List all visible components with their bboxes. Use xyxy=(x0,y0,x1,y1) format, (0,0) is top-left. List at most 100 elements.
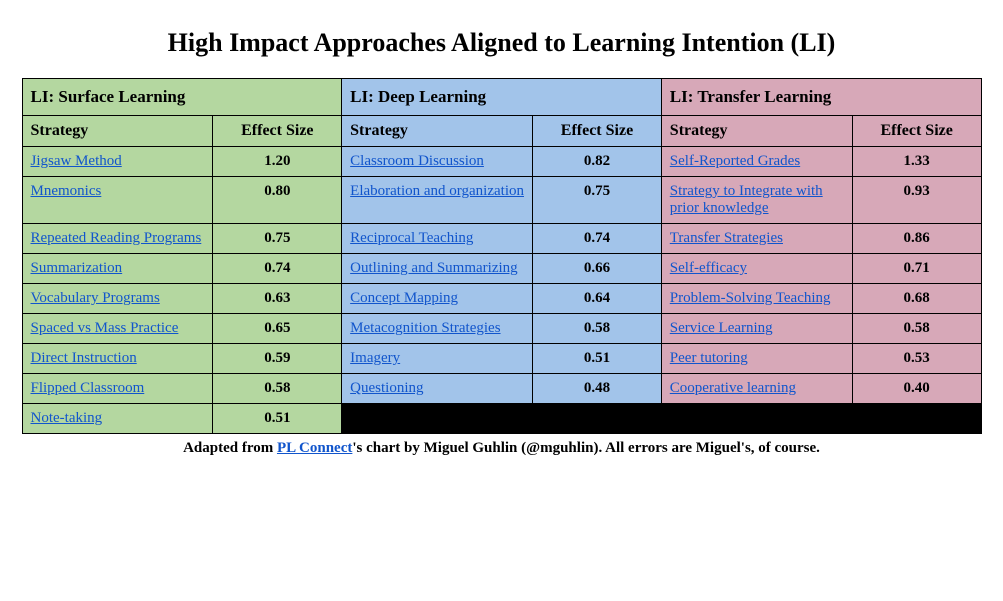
table-cell-strategy: Transfer Strategies xyxy=(661,224,852,254)
strategy-link[interactable]: Classroom Discussion xyxy=(350,153,484,169)
strategy-link[interactable]: Metacognition Strategies xyxy=(350,320,500,336)
strategy-link[interactable]: Spaced vs Mass Practice xyxy=(31,320,179,336)
table-cell-effect: 0.74 xyxy=(533,224,662,254)
surface-header: LI: Surface Learning xyxy=(22,79,342,116)
strategy-link[interactable]: Reciprocal Teaching xyxy=(350,230,473,246)
strategy-link[interactable]: Vocabulary Programs xyxy=(31,290,160,306)
table-cell-strategy: Imagery xyxy=(342,344,533,374)
empty-cell xyxy=(661,404,852,434)
strategy-link[interactable]: Problem-Solving Teaching xyxy=(670,290,831,306)
table-cell-strategy: Concept Mapping xyxy=(342,284,533,314)
footer-prefix: Adapted from xyxy=(183,440,277,456)
transfer-strategy-col: Strategy xyxy=(661,116,852,147)
table-cell-effect: 0.86 xyxy=(852,224,981,254)
strategy-link[interactable]: Note-taking xyxy=(31,410,103,426)
footer-link[interactable]: PL Connect xyxy=(277,440,352,456)
strategy-link[interactable]: Transfer Strategies xyxy=(670,230,783,246)
table-cell-strategy: Direct Instruction xyxy=(22,344,213,374)
table-cell-strategy: Problem-Solving Teaching xyxy=(661,284,852,314)
table-row: Mnemonics 0.80 Elaboration and organizatio… xyxy=(22,177,981,224)
table-row: Summarization 0.74 Outlining and Summarizi… xyxy=(22,254,981,284)
table-cell-effect: 0.71 xyxy=(852,254,981,284)
strategy-link[interactable]: Concept Mapping xyxy=(350,290,458,306)
strategy-link[interactable]: Self-efficacy xyxy=(670,260,747,276)
table-cell-strategy: Self-efficacy xyxy=(661,254,852,284)
table-cell-strategy: Metacognition Strategies xyxy=(342,314,533,344)
table-cell-strategy: Note-taking xyxy=(22,404,213,434)
table-cell-strategy: Reciprocal Teaching xyxy=(342,224,533,254)
empty-cell xyxy=(852,404,981,434)
strategy-link[interactable]: Outlining and Summarizing xyxy=(350,260,517,276)
table-cell-strategy: Strategy to Integrate with prior knowled… xyxy=(661,177,852,224)
table-cell-effect: 0.75 xyxy=(533,177,662,224)
table-row: Direct Instruction 0.59 Imagery 0.51 Peer tu… xyxy=(22,344,981,374)
strategy-link[interactable]: Direct Instruction xyxy=(31,350,137,366)
column-header-row: Strategy Effect Size Strategy Effect Siz… xyxy=(22,116,981,147)
table-cell-effect: 0.80 xyxy=(213,177,342,224)
strategy-link[interactable]: Strategy to Integrate with prior knowled… xyxy=(670,183,823,216)
table-cell-strategy: Flipped Classroom xyxy=(22,374,213,404)
empty-cell xyxy=(533,404,662,434)
deep-effect-col: Effect Size xyxy=(533,116,662,147)
transfer-effect-col: Effect Size xyxy=(852,116,981,147)
table-cell-effect: 0.93 xyxy=(852,177,981,224)
table-cell-strategy: Summarization xyxy=(22,254,213,284)
table-cell-strategy: Repeated Reading Programs xyxy=(22,224,213,254)
strategy-link[interactable]: Mnemonics xyxy=(31,183,102,199)
table-cell-effect: 0.58 xyxy=(213,374,342,404)
footer-attribution: Adapted from PL Connect's chart by Migue… xyxy=(20,436,983,461)
strategy-link[interactable]: Imagery xyxy=(350,350,400,366)
strategy-link[interactable]: Repeated Reading Programs xyxy=(31,230,202,246)
table-cell-effect: 0.82 xyxy=(533,147,662,177)
li-header-row: LI: Surface Learning LI: Deep Learning L… xyxy=(22,79,981,116)
strategy-link[interactable]: Self-Reported Grades xyxy=(670,153,800,169)
table-cell-strategy: Cooperative learning xyxy=(661,374,852,404)
impact-table: LI: Surface Learning LI: Deep Learning L… xyxy=(22,78,982,434)
table-cell-strategy: Outlining and Summarizing xyxy=(342,254,533,284)
table-row: Note-taking0.51 xyxy=(22,404,981,434)
table-cell-effect: 0.75 xyxy=(213,224,342,254)
strategy-link[interactable]: Cooperative learning xyxy=(670,380,796,396)
strategy-link[interactable]: Elaboration and organization xyxy=(350,183,524,199)
table-row: Flipped Classroom 0.58 Questioning 0.48 Coop… xyxy=(22,374,981,404)
table-cell-effect: 1.33 xyxy=(852,147,981,177)
table-cell-strategy: Spaced vs Mass Practice xyxy=(22,314,213,344)
table-cell-strategy: Vocabulary Programs xyxy=(22,284,213,314)
strategy-link[interactable]: Service Learning xyxy=(670,320,773,336)
empty-cell xyxy=(342,404,533,434)
table-cell-strategy: Service Learning xyxy=(661,314,852,344)
strategy-link[interactable]: Questioning xyxy=(350,380,423,396)
strategy-link[interactable]: Peer tutoring xyxy=(670,350,748,366)
table-cell-effect: 0.63 xyxy=(213,284,342,314)
table-cell-strategy: Mnemonics xyxy=(22,177,213,224)
table-cell-strategy: Self-Reported Grades xyxy=(661,147,852,177)
table-cell-effect: 0.64 xyxy=(533,284,662,314)
table-row: Repeated Reading Programs 0.75 Reciprocal … xyxy=(22,224,981,254)
table-cell-effect: 0.68 xyxy=(852,284,981,314)
table-cell-effect: 0.74 xyxy=(213,254,342,284)
table-row: Vocabulary Programs 0.63 Concept Mapping 0.… xyxy=(22,284,981,314)
table-cell-strategy: Classroom Discussion xyxy=(342,147,533,177)
table-cell-effect: 0.59 xyxy=(213,344,342,374)
table-cell-effect: 0.58 xyxy=(852,314,981,344)
transfer-header: LI: Transfer Learning xyxy=(661,79,981,116)
table-cell-effect: 0.58 xyxy=(533,314,662,344)
table-cell-effect: 0.40 xyxy=(852,374,981,404)
surface-effect-col: Effect Size xyxy=(213,116,342,147)
table-cell-strategy: Peer tutoring xyxy=(661,344,852,374)
strategy-link[interactable]: Flipped Classroom xyxy=(31,380,145,396)
strategy-link[interactable]: Jigsaw Method xyxy=(31,153,122,169)
strategy-link[interactable]: Summarization xyxy=(31,260,123,276)
table-cell-effect: 0.48 xyxy=(533,374,662,404)
deep-header: LI: Deep Learning xyxy=(342,79,662,116)
table-cell-effect: 0.66 xyxy=(533,254,662,284)
table-cell-effect: 0.65 xyxy=(213,314,342,344)
table-cell-strategy: Jigsaw Method xyxy=(22,147,213,177)
table-row: Jigsaw Method 1.20 Classroom Discussion 0.8… xyxy=(22,147,981,177)
table-cell-effect: 1.20 xyxy=(213,147,342,177)
table-cell-strategy: Elaboration and organization xyxy=(342,177,533,224)
table-cell-effect: 0.53 xyxy=(852,344,981,374)
table-cell-effect: 0.51 xyxy=(533,344,662,374)
table-row: Spaced vs Mass Practice 0.65 Metacognition… xyxy=(22,314,981,344)
deep-strategy-col: Strategy xyxy=(342,116,533,147)
